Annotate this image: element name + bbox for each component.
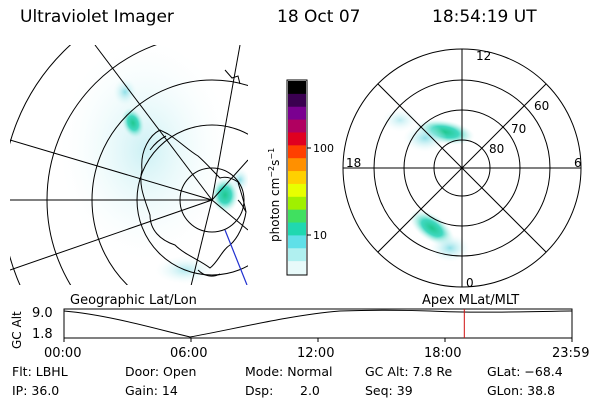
altitude-curve bbox=[63, 309, 573, 338]
aurora-blob bbox=[430, 234, 470, 262]
colorbar-stripe bbox=[288, 106, 306, 121]
gain-info: Gain: 14 bbox=[125, 383, 178, 398]
colorbar: 100 10 photon cm−2s−1 bbox=[267, 79, 334, 276]
mode-info: Mode: Normal bbox=[245, 364, 333, 379]
geographic-panel-label: Geographic Lat/Lon bbox=[70, 293, 197, 308]
colorbar-stripe bbox=[288, 132, 306, 146]
time-tick-0000: 00:00 bbox=[44, 346, 82, 361]
time-tick-2359: 23:59 bbox=[552, 346, 590, 361]
coastline bbox=[237, 199, 247, 213]
time-tick-1200: 12:00 bbox=[297, 346, 335, 361]
ip-info: IP: 36.0 bbox=[12, 383, 60, 398]
coastline bbox=[224, 69, 241, 85]
time-label: 18:54:19 UT bbox=[432, 7, 537, 27]
colorbar-stripe bbox=[288, 248, 306, 262]
colorbar-unit-label: photon cm−2s−1 bbox=[267, 148, 282, 242]
time-tick-0600: 06:00 bbox=[170, 346, 208, 361]
colorbar-stripe bbox=[288, 81, 306, 95]
aurora-blob bbox=[382, 108, 418, 132]
altitude-x-ticks bbox=[63, 338, 573, 342]
colorbar-stripe bbox=[288, 119, 306, 133]
seq-info: Seq: 39 bbox=[365, 383, 413, 398]
altitude-axis-title: GC Alt bbox=[10, 311, 24, 349]
colorbar-tick-100: 100 bbox=[313, 142, 334, 155]
mlt-label-0: 0 bbox=[466, 276, 474, 290]
door-info: Door: Open bbox=[125, 364, 197, 379]
altitude-y-tick-high: 9.0 bbox=[32, 306, 53, 321]
time-tick-1800: 18:00 bbox=[424, 346, 462, 361]
altitude-strip: GC Alt bbox=[10, 308, 573, 349]
aurora-blob bbox=[113, 78, 137, 106]
colorbar-stripes bbox=[288, 81, 306, 275]
mlt-label-6: 6 bbox=[574, 156, 582, 170]
aurora-blob bbox=[230, 168, 248, 192]
instrument-title: Ultraviolet Imager bbox=[20, 7, 174, 27]
colorbar-stripe bbox=[288, 261, 306, 275]
glat-info: GLat: −68.4 bbox=[487, 364, 563, 379]
coastline bbox=[197, 269, 221, 277]
dsp-label: Dsp: bbox=[245, 383, 274, 398]
filter-info: Flt: LBHL bbox=[12, 364, 68, 379]
colorbar-stripe bbox=[288, 209, 306, 224]
dsp-value: 2.0 bbox=[300, 383, 320, 398]
mlt-label-18: 18 bbox=[346, 156, 361, 170]
colorbar-stripe bbox=[288, 183, 306, 198]
colorbar-stripe bbox=[288, 171, 306, 185]
footprint-line bbox=[224, 229, 248, 285]
mlt-lines bbox=[343, 49, 581, 287]
mlat-label-60: 60 bbox=[534, 99, 549, 113]
aurora-blob bbox=[403, 124, 447, 152]
auroral-haze bbox=[60, 45, 230, 260]
coastline bbox=[149, 135, 167, 151]
date-label: 18 Oct 07 bbox=[277, 7, 361, 27]
mlat-label-70: 70 bbox=[511, 122, 526, 136]
colorbar-stripe bbox=[288, 93, 306, 108]
mlt-label-12: 12 bbox=[476, 49, 491, 63]
altitude-y-tick-low: 1.8 bbox=[32, 327, 53, 342]
geographic-map bbox=[10, 45, 248, 285]
apex-panel-label: Apex MLat/MLT bbox=[422, 293, 520, 308]
mlat-label-80: 80 bbox=[489, 142, 504, 156]
colorbar-tick-10: 10 bbox=[313, 229, 327, 242]
colorbar-stripe bbox=[288, 235, 306, 249]
colorbar-stripe bbox=[288, 196, 306, 211]
colorbar-stripe bbox=[288, 222, 306, 236]
polar-plot: 12 18 6 0 60 70 80 bbox=[342, 48, 582, 290]
colorbar-stripe bbox=[288, 145, 306, 159]
coastline bbox=[140, 129, 247, 269]
gc-alt-info: GC Alt: 7.8 Re bbox=[365, 364, 453, 379]
colorbar-stripe bbox=[288, 158, 306, 172]
glon-info: GLon: 38.8 bbox=[487, 383, 556, 398]
